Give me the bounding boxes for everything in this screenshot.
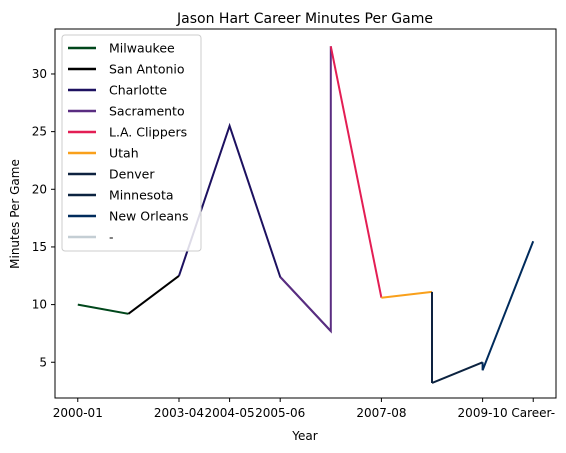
plot-area (54, 28, 557, 399)
y-tick-label: 15 (32, 240, 47, 254)
legend-label: San Antonio (109, 62, 185, 77)
series-line-5 (381, 290, 433, 299)
legend-box (61, 34, 202, 252)
x-tick-label: 2004-05 (205, 406, 255, 420)
chart-title: Jason Hart Career Minutes Per Game (176, 11, 433, 27)
legend-label: Charlotte (109, 83, 167, 98)
series-line-8 (481, 240, 535, 371)
series-line-1 (127, 275, 180, 315)
x-tick-label: Career- (511, 406, 555, 420)
legend-label: Utah (109, 146, 139, 161)
legend-label: - (109, 230, 114, 245)
x-axis-label: Year (291, 429, 317, 443)
legend-label: Minnesota (109, 188, 174, 203)
series-layer (77, 46, 535, 384)
series-line-0 (77, 303, 129, 315)
x-tick-label: 2003-04 (154, 406, 204, 420)
series-line-3 (279, 46, 332, 334)
legend-label: L.A. Clippers (109, 125, 187, 140)
y-tick-label: 5 (39, 355, 47, 369)
series-line-7 (431, 361, 483, 384)
y-axis: 5 10 15 20 25 30 (32, 67, 55, 369)
legend-label: Denver (109, 167, 155, 182)
x-tick-label: 2000-01 (53, 406, 103, 420)
series-line-4 (329, 46, 383, 298)
x-tick-label: 2007-08 (356, 406, 406, 420)
y-tick-label: 10 (32, 298, 47, 312)
legend-label: New Orleans (109, 209, 188, 224)
legend-label: Sacramento (109, 104, 185, 119)
y-tick-label: 30 (32, 67, 47, 81)
x-tick-label: 2009-10 (458, 406, 508, 420)
x-tick-label: 2005-06 (255, 406, 305, 420)
legend: Milwaukee San Antonio Charlotte Sacramento L… (61, 34, 202, 252)
y-tick-label: 20 (32, 182, 47, 196)
x-axis: 2000-01 2003-04 2004-05 2005-06 2007-08 2009-… (53, 398, 555, 420)
y-axis-label: Minutes Per Game (8, 159, 22, 269)
series-line-2 (178, 122, 332, 332)
legend-label: Milwaukee (109, 41, 175, 56)
y-tick-label: 25 (32, 125, 47, 139)
